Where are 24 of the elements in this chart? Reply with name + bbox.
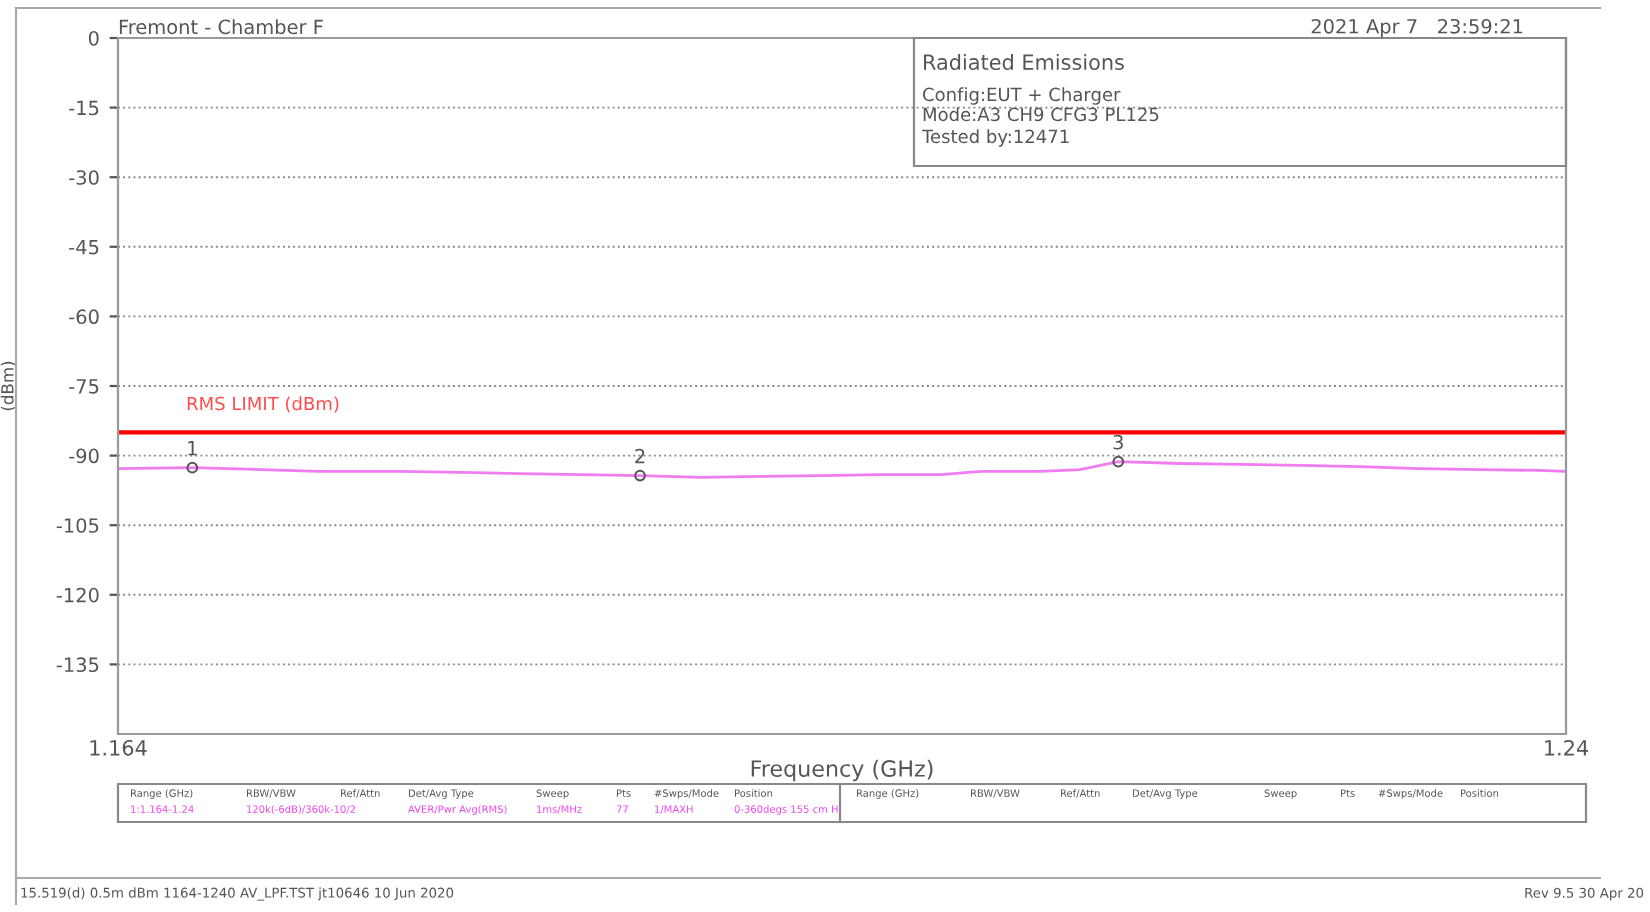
chart-title: Fremont - Chamber F: [119, 19, 323, 35]
annotation: 1: [188, 441, 197, 456]
y-tick-label: -135: [56, 657, 99, 673]
annotation: Tested by:12471: [921, 129, 1069, 147]
annotation: Config:EUT + Charger: [923, 87, 1121, 105]
x-tick-label: 1.24: [1545, 739, 1589, 756]
y-tick-label: -90: [69, 448, 99, 464]
annotation: Radiated Emissions: [924, 53, 1124, 71]
y-tick-label: -30: [69, 170, 99, 185]
y-tick-label: -105: [56, 518, 99, 533]
y-tick-label: -15: [69, 100, 99, 116]
y-axis-title: (dBm): [0, 361, 16, 411]
annotation: 3: [1113, 434, 1123, 450]
annotation: 2: [635, 448, 645, 464]
y-tick-label: 0: [88, 30, 99, 46]
ref-line-label: RMS LIMIT (dBm): [187, 396, 339, 413]
y-tick-label: -60: [69, 309, 99, 325]
annotation: Mode:A3 CH9 CFG3 PL125: [923, 107, 1159, 122]
y-tick-label: -45: [69, 240, 99, 255]
x-axis-title: Frequency (GHz): [751, 759, 933, 782]
text: 2021 Apr 7 23:59:21: [1311, 18, 1523, 38]
x-tick-label: 1.164: [90, 739, 147, 756]
y-tick-label: -75: [69, 379, 99, 394]
y-tick-label: -120: [56, 587, 99, 603]
